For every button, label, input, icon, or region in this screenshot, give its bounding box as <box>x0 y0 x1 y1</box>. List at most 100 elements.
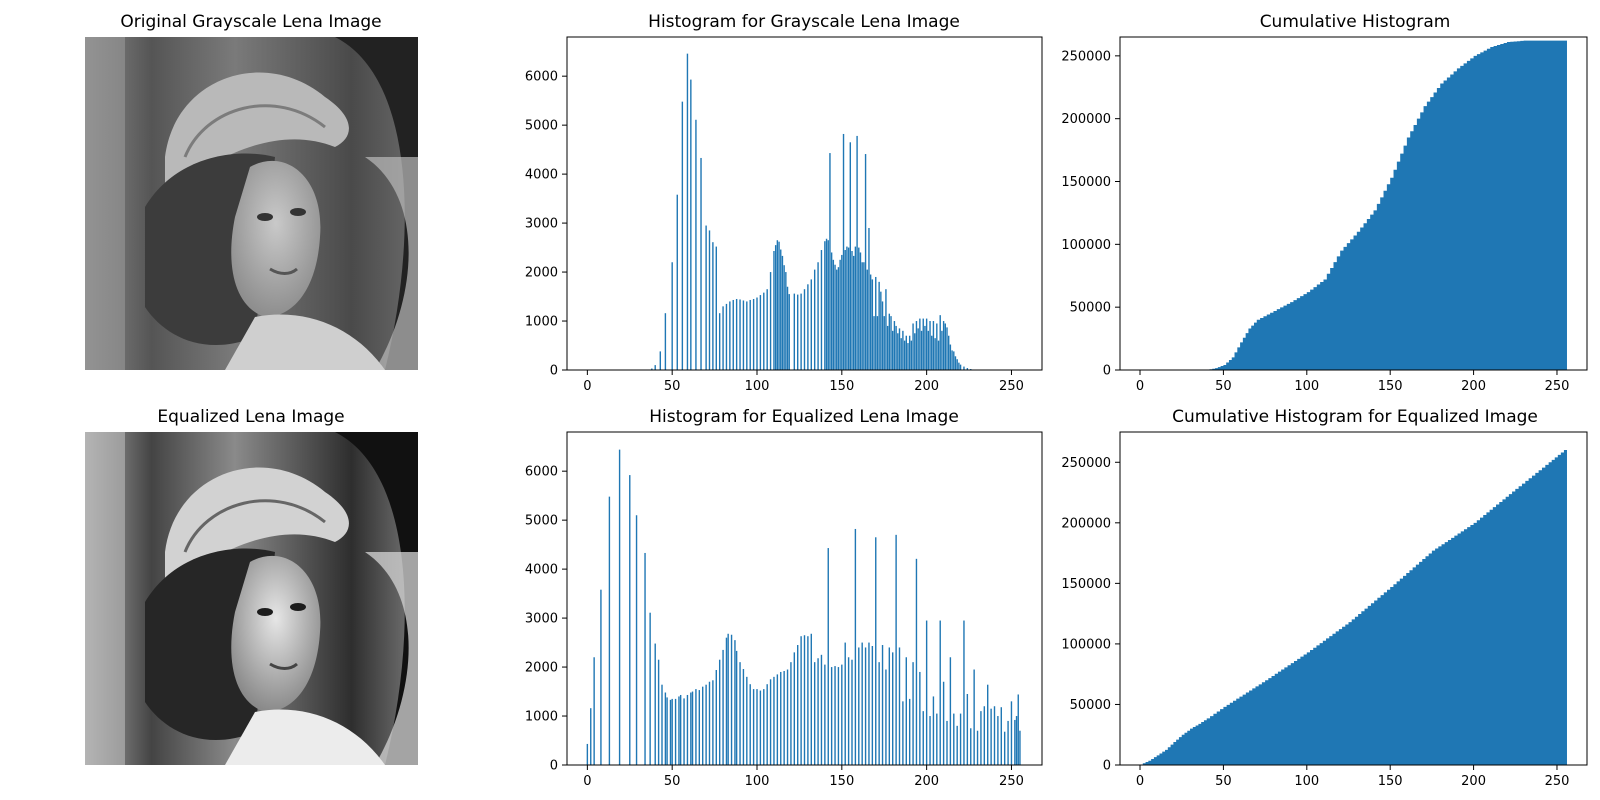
histogram-bar <box>936 713 938 765</box>
histogram-bar <box>712 242 714 370</box>
histogram-bar <box>708 230 711 370</box>
histogram-bar <box>742 669 745 765</box>
x-tick-label: 200 <box>1461 774 1486 787</box>
histogram-bar <box>1007 720 1009 765</box>
cumulative-original-chart: 0 50 100 150 200 250 0 50000 100000 150000 200000 2… <box>1061 36 1588 392</box>
x-tick-label: 250 <box>999 774 1024 787</box>
cumulative-equalized-chart: 0 50 100 150 200 250 0 50000 100000 150000 200000 2… <box>1061 431 1588 787</box>
histogram-bar <box>839 259 841 370</box>
histogram-bar <box>871 279 874 370</box>
histogram-bar <box>924 325 926 370</box>
histogram-bar <box>946 327 948 370</box>
histogram-bar <box>820 654 823 765</box>
hist-orig-title: Histogram for Grayscale Lena Image <box>648 12 960 32</box>
histogram-bar <box>803 635 806 765</box>
histogram-bar <box>912 323 914 370</box>
histogram-bar <box>659 351 661 370</box>
histogram-bar <box>898 647 901 765</box>
histogram-bar <box>712 680 714 765</box>
histogram-bar <box>708 681 711 765</box>
histogram-bar <box>885 289 887 370</box>
histogram-bar <box>644 552 646 765</box>
histogram-bar <box>842 133 845 370</box>
histogram-bar <box>949 344 952 370</box>
histogram-bar <box>925 620 928 765</box>
histogram-bar <box>956 725 958 765</box>
histogram-bar <box>681 101 684 370</box>
cumulative-area <box>1140 40 1567 370</box>
histogram-bar <box>690 692 692 765</box>
histogram-bar <box>722 306 724 370</box>
histogram-bar <box>629 475 631 765</box>
histogram-bar <box>1014 719 1016 765</box>
histogram-bar <box>803 289 806 370</box>
histogram-bar <box>800 293 802 370</box>
histogram-bar <box>586 743 589 765</box>
axes-frame <box>1119 431 1588 766</box>
histogram-bar <box>990 708 992 765</box>
histogram-bar <box>790 662 792 765</box>
y-tick-label: 0 <box>550 759 558 774</box>
x-tick-label: 250 <box>1545 379 1570 392</box>
histogram-bar <box>959 713 962 765</box>
x-tick-label: 100 <box>745 379 770 392</box>
x-tick-label: 100 <box>1294 379 1319 392</box>
equalized-lena-picture <box>85 432 418 765</box>
histogram-bar <box>875 276 877 370</box>
x-tick-label: 0 <box>583 379 591 392</box>
histogram-bar <box>886 325 889 370</box>
histogram-bar <box>651 368 653 370</box>
histogram-bar <box>903 340 906 370</box>
histogram-bar <box>873 316 875 370</box>
histogram-bar <box>698 690 701 765</box>
histogram-bar <box>908 698 911 765</box>
histogram-bar <box>702 686 704 765</box>
histogram-bar <box>746 301 748 370</box>
histogram-bar <box>780 249 782 370</box>
histogram-bar <box>690 79 692 370</box>
histogram-bar <box>888 647 891 765</box>
original-image-title: Original Grayscale Lena Image <box>120 12 382 32</box>
histogram-bar <box>846 246 848 370</box>
histogram-bar <box>830 252 833 370</box>
histogram-bar <box>931 335 933 370</box>
histogram-bar <box>813 269 816 370</box>
histogram-bar <box>810 633 812 765</box>
histogram-bar <box>844 250 846 370</box>
histogram-bar <box>834 666 836 765</box>
histogram-bar <box>875 537 877 765</box>
y-tick-label: 200000 <box>1061 516 1111 531</box>
histogram-bar <box>878 662 880 765</box>
y-tick-label: 0 <box>1103 759 1111 774</box>
histogram-bar <box>807 636 809 765</box>
histogram-bar <box>671 262 673 370</box>
axes-frame <box>566 36 1043 371</box>
histogram-bar <box>942 681 945 765</box>
histogram-bar <box>832 259 835 370</box>
original-lena-picture <box>85 37 418 370</box>
histogram-bar <box>922 711 924 765</box>
y-tick-label: 50000 <box>1070 301 1111 316</box>
histogram-bar <box>783 265 785 370</box>
histogram-bar <box>854 528 857 765</box>
histogram-bar <box>948 335 950 370</box>
histogram-bar <box>769 679 772 765</box>
histogram-bar <box>987 684 989 765</box>
histogram-bar <box>671 698 673 765</box>
axes-frame <box>1119 36 1588 371</box>
series-hist_orig <box>651 53 975 371</box>
histogram-bar <box>953 351 955 370</box>
histogram-bar <box>813 662 816 765</box>
equalized-image-title: Equalized Lena Image <box>157 407 345 427</box>
histogram-bar <box>820 250 823 370</box>
histogram-bar <box>953 713 955 765</box>
histogram-bar <box>752 689 755 765</box>
histogram-bar <box>705 684 707 765</box>
histogram-bar <box>742 300 745 370</box>
histogram-bar <box>715 246 717 370</box>
histogram-bar <box>776 240 779 370</box>
histogram-bar <box>929 321 931 370</box>
y-tick-label: 4000 <box>525 563 558 578</box>
series-cum_orig <box>1140 40 1567 370</box>
histogram-bar <box>788 294 790 370</box>
